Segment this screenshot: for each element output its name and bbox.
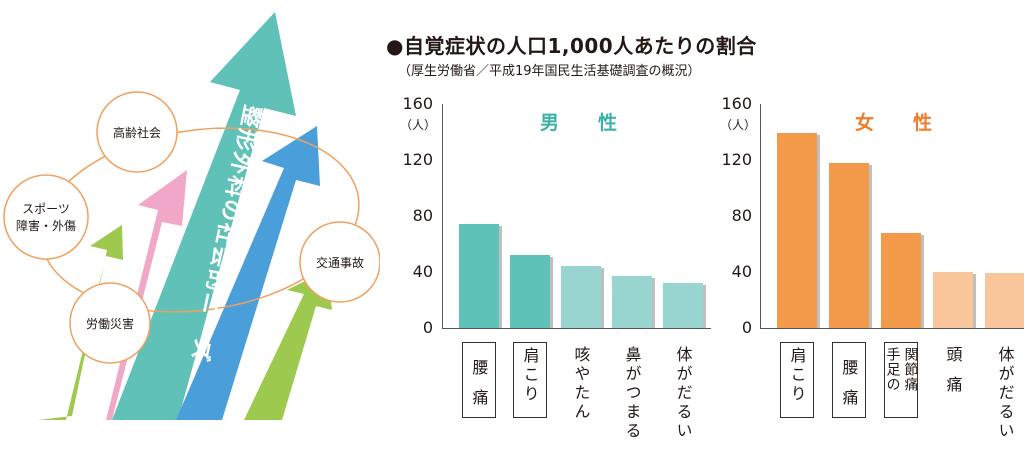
circle-traffic: 交通事故 bbox=[299, 221, 380, 303]
bar-shadow bbox=[869, 164, 872, 328]
circle-aging-label: 高齢社会 bbox=[113, 125, 161, 140]
circle-sports-line1: スポーツ bbox=[22, 202, 70, 216]
category-text: 体がだるい bbox=[673, 346, 693, 441]
category-text: 咳やたん bbox=[571, 346, 591, 422]
circle-sports-line2: 障害・外傷 bbox=[16, 218, 76, 233]
category-text: 痛 bbox=[839, 389, 859, 405]
blue-arrow bbox=[176, 126, 320, 420]
category-label: 肩こり bbox=[513, 342, 547, 418]
circle-sports: スポーツ 障害・外傷 bbox=[3, 174, 89, 260]
bar bbox=[561, 266, 601, 328]
category-label: 腰痛 bbox=[832, 342, 866, 418]
y-tick-label: 160 bbox=[402, 94, 433, 113]
y-axis-line bbox=[760, 104, 761, 328]
category-label: 頭痛 bbox=[936, 342, 970, 392]
bar-shadow bbox=[550, 257, 553, 328]
category-label: 体がだるい bbox=[666, 342, 700, 441]
x-axis-line bbox=[760, 328, 1024, 329]
category-label: 肩こり bbox=[780, 342, 814, 418]
category-label: 腰痛 bbox=[462, 342, 496, 418]
bar-shadow bbox=[817, 135, 820, 328]
category-text: 肩こり bbox=[520, 347, 540, 404]
y-tick-label: 40 bbox=[412, 262, 433, 281]
bar-shadow bbox=[652, 278, 655, 328]
circle-traffic-label: 交通事故 bbox=[316, 255, 364, 270]
teal-arrow bbox=[112, 12, 296, 420]
bar-shadow bbox=[601, 268, 604, 328]
bar bbox=[933, 272, 973, 328]
category-text: 痛 bbox=[943, 376, 963, 392]
category-text: 肩こり bbox=[787, 347, 807, 404]
category-text: 鼻がつまる bbox=[622, 346, 642, 441]
bar bbox=[881, 232, 921, 328]
category-label: 鼻がつまる bbox=[615, 342, 649, 441]
y-tick-label: 80 bbox=[412, 206, 433, 225]
x-axis-line bbox=[442, 328, 711, 329]
bar bbox=[459, 224, 499, 328]
y-tick-label: 0 bbox=[422, 318, 433, 337]
y-tick-label: 160 bbox=[721, 94, 752, 113]
bar bbox=[829, 162, 869, 328]
series-title: 女 性 bbox=[855, 112, 943, 134]
category-text: 頭 bbox=[943, 346, 963, 362]
circle-industrial-label: 労働災害 bbox=[86, 316, 134, 331]
y-tick-label: 80 bbox=[731, 206, 752, 225]
bar bbox=[510, 255, 550, 328]
circle-aging: 高齢社会 bbox=[96, 91, 178, 173]
bar bbox=[777, 133, 817, 328]
green-arrow-left bbox=[38, 225, 123, 420]
category-text: 痛 bbox=[469, 389, 489, 405]
bar bbox=[612, 276, 652, 328]
bar bbox=[985, 273, 1024, 328]
green-arrow-right bbox=[244, 270, 332, 420]
category-text: 腰 bbox=[469, 359, 489, 375]
category-text: 腰 bbox=[839, 359, 859, 375]
social-needs-diagram: 高齢社会 スポーツ 障害・外傷 労働災害 交通事故 整形外科の社会的ニーズ bbox=[3, 12, 380, 420]
category-label: 体がだるい bbox=[988, 342, 1022, 441]
chart-source: （厚生労働省／平成19年国民生活基礎調査の概況） bbox=[398, 64, 701, 79]
bar-shadow bbox=[921, 234, 924, 328]
category-text: 手足の bbox=[884, 347, 901, 392]
pink-arrow bbox=[70, 170, 187, 420]
y-tick-label: 120 bbox=[721, 150, 752, 169]
bar bbox=[663, 283, 703, 328]
chart-title: ●自覚症状の人口1,000人あたりの割合 bbox=[386, 34, 757, 58]
y-tick-label: 0 bbox=[741, 318, 752, 337]
y-tick-label: 40 bbox=[731, 262, 752, 281]
y-tick-label: 120 bbox=[402, 150, 433, 169]
series-title: 男 性 bbox=[540, 112, 628, 134]
y-unit-label: （人） bbox=[720, 118, 757, 132]
category-label: 関節痛 手足の bbox=[884, 342, 919, 418]
y-axis-line bbox=[442, 104, 443, 328]
bar-shadow bbox=[499, 226, 502, 328]
category-text: 関節痛 bbox=[902, 347, 919, 392]
y-unit-label: （人） bbox=[400, 118, 437, 132]
bar-shadow bbox=[973, 274, 976, 328]
category-text: 体がだるい bbox=[995, 346, 1015, 441]
circle-industrial: 労働災害 bbox=[69, 282, 151, 364]
category-label: 咳やたん bbox=[564, 342, 598, 422]
bar-shadow bbox=[703, 285, 706, 328]
